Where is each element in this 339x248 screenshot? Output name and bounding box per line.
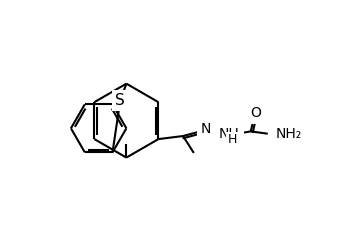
Text: NH: NH [219, 127, 240, 141]
Text: N: N [201, 122, 211, 136]
Text: S: S [115, 93, 125, 108]
Text: O: O [251, 106, 262, 120]
Text: H: H [227, 133, 237, 146]
Text: NH₂: NH₂ [275, 127, 302, 141]
